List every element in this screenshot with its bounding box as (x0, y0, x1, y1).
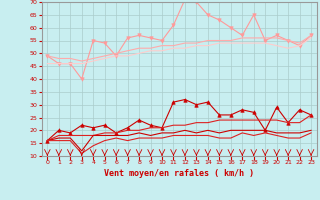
X-axis label: Vent moyen/en rafales ( km/h ): Vent moyen/en rafales ( km/h ) (104, 169, 254, 178)
